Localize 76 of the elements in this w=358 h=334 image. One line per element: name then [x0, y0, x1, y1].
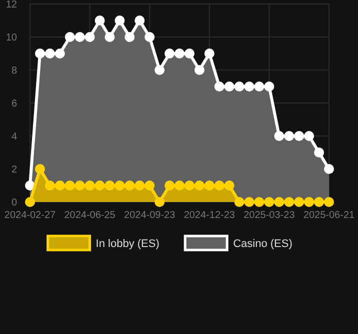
point	[264, 82, 274, 92]
point	[244, 197, 254, 207]
point	[324, 164, 334, 174]
point	[144, 180, 155, 190]
point	[54, 48, 65, 58]
x-tick-label: 2024-09-23	[124, 210, 176, 221]
point	[134, 180, 145, 190]
point	[194, 180, 204, 190]
point	[294, 197, 304, 207]
point	[154, 197, 165, 207]
legend-label: In lobby (ES)	[96, 238, 160, 250]
point	[284, 131, 294, 141]
y-tick-label: 8	[11, 66, 18, 76]
point	[224, 82, 234, 92]
point	[34, 48, 45, 58]
point	[44, 180, 55, 190]
y-tick-label: 12	[6, 0, 18, 10]
point	[44, 48, 55, 58]
point	[214, 180, 224, 190]
point	[64, 180, 75, 190]
point	[254, 82, 264, 92]
point	[114, 16, 125, 26]
point	[84, 180, 95, 190]
point	[154, 65, 165, 75]
x-tick-label: 2025-03-23	[244, 210, 296, 221]
point	[94, 180, 105, 190]
point	[104, 180, 115, 190]
point	[244, 82, 254, 92]
y-tick-label: 10	[6, 32, 18, 44]
point	[54, 180, 65, 190]
point	[314, 148, 324, 158]
point	[304, 131, 314, 141]
point	[324, 197, 334, 207]
point	[34, 164, 45, 174]
point	[234, 82, 244, 92]
point	[104, 32, 115, 42]
point	[114, 180, 125, 190]
point	[234, 197, 244, 207]
point	[64, 32, 75, 42]
x-tick-label: 2024-06-25	[64, 210, 116, 221]
point	[224, 180, 234, 190]
point	[74, 32, 85, 42]
point	[94, 16, 105, 26]
point	[74, 180, 85, 190]
point	[294, 131, 304, 141]
point	[274, 197, 284, 207]
point	[194, 65, 204, 75]
x-tick-label: 2024-12-23	[184, 210, 236, 221]
point	[204, 180, 214, 190]
point	[264, 197, 274, 207]
point	[284, 197, 294, 207]
point	[84, 32, 95, 42]
y-tick-label: 4	[11, 132, 18, 142]
point	[124, 180, 135, 190]
point	[124, 32, 135, 42]
y-tick-label: 0	[11, 198, 18, 208]
point	[134, 16, 145, 26]
legend-label: Casino (ES)	[233, 238, 292, 250]
point	[204, 48, 214, 58]
point	[274, 131, 284, 141]
x-tick-label: 2025-06-21	[303, 210, 356, 221]
x-tick-label: 2024-02-27	[4, 210, 56, 221]
point	[25, 197, 35, 207]
point	[144, 32, 155, 42]
y-tick-label: 6	[11, 98, 18, 110]
point	[164, 180, 175, 190]
point	[184, 48, 194, 58]
point	[164, 48, 175, 58]
y-tick-label: 2	[11, 164, 18, 176]
point	[174, 180, 184, 190]
point	[184, 180, 194, 190]
point	[314, 197, 324, 207]
point	[254, 197, 264, 207]
point	[214, 82, 224, 92]
point	[304, 197, 314, 207]
point	[174, 48, 184, 58]
